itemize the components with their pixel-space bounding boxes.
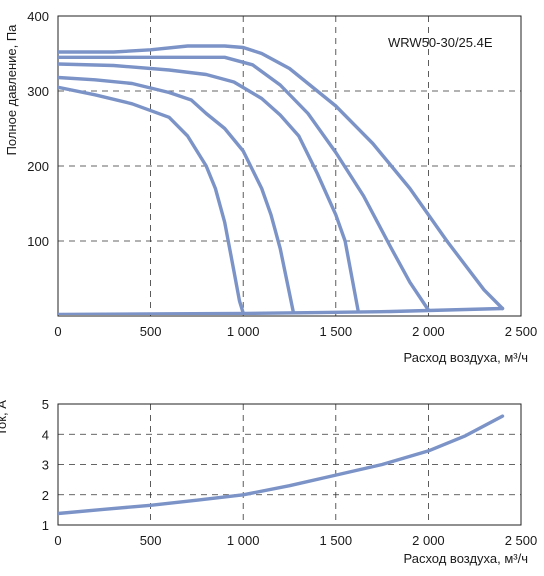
x-axis-label: Расход воздуха, м³/ч (403, 551, 528, 566)
x-tick-label: 1 500 (320, 324, 353, 339)
y-tick-label: 4 (42, 427, 49, 442)
series-line-2 (58, 75, 295, 314)
x-tick-label: 0 (54, 533, 61, 548)
y-tick-label: 400 (27, 9, 49, 24)
y-tick-label: 5 (42, 397, 49, 412)
series-line-1 (58, 85, 245, 315)
y-tick-label: 200 (27, 159, 49, 174)
series-line-6 (58, 306, 505, 315)
x-tick-label: 2 500 (505, 533, 538, 548)
x-tick-label: 500 (140, 324, 162, 339)
pressure-chart: 0 500 1 000 1 500 2 000 2 500 100 200 300 400 Расх… (4, 9, 537, 365)
y-axis-label: Полное давление, Па (4, 24, 19, 156)
x-tick-label: 1 000 (227, 324, 260, 339)
current-chart: 0 500 1 000 1 500 2 000 2 500 1 2 3 4 5 Расход возд… (0, 397, 537, 566)
x-axis-label: Расход воздуха, м³/ч (403, 350, 528, 365)
y-tick-label: 100 (27, 234, 49, 249)
y-tick-label: 1 (42, 518, 49, 533)
x-tick-label: 1 000 (227, 533, 260, 548)
x-tick-label: 2 500 (505, 324, 538, 339)
y-tick-label: 3 (42, 458, 49, 473)
plot-frame (57, 15, 522, 317)
x-tick-label: 2 000 (412, 533, 445, 548)
x-tick-label: 500 (140, 533, 162, 548)
series-line-3 (58, 62, 360, 312)
series-line-1 (58, 414, 505, 516)
x-tick-label: 2 000 (412, 324, 445, 339)
y-axis-label: Ток, А (0, 400, 9, 436)
x-tick-label: 1 500 (320, 533, 353, 548)
series-line-4 (58, 55, 431, 312)
plot-frame (57, 403, 522, 526)
series-line-5 (58, 44, 505, 311)
x-tick-label: 0 (54, 324, 61, 339)
y-tick-label: 2 (42, 488, 49, 503)
y-tick-label: 300 (27, 84, 49, 99)
model-annotation: WRW50-30/25.4E (388, 35, 493, 50)
